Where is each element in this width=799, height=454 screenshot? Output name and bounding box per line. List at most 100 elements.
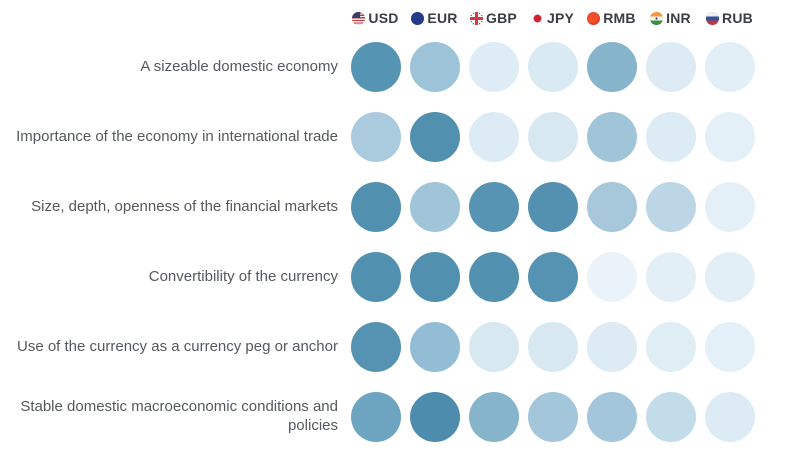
dot-cell <box>405 102 464 172</box>
column-header-rmb: RMB <box>582 4 641 32</box>
uk-flag-icon <box>470 11 484 25</box>
currency-code-label: USD <box>368 10 399 26</box>
score-dot-inr-row6 <box>645 392 696 442</box>
dot-cell <box>464 382 523 452</box>
score-dot-eur-row6 <box>409 392 460 442</box>
dot-cell <box>346 382 405 452</box>
dot-cell <box>641 242 700 312</box>
criterion-label: Use of the currency as a currency peg or… <box>17 337 338 355</box>
score-dot-gbp-row2 <box>468 112 519 162</box>
score-dot-usd-row3 <box>350 182 401 232</box>
score-dot-eur-row5 <box>409 322 460 372</box>
score-dot-usd-row2 <box>350 112 401 162</box>
score-dot-gbp-row4 <box>468 252 519 302</box>
score-dot-usd-row1 <box>350 42 401 92</box>
score-dot-rub-row2 <box>704 112 755 162</box>
column-header-inr: INR <box>641 4 700 32</box>
dot-cell <box>700 172 759 242</box>
dot-cell <box>523 172 582 242</box>
dot-cell <box>700 32 759 102</box>
score-dot-gbp-row3 <box>468 182 519 232</box>
dot-cell <box>346 32 405 102</box>
column-header-jpy: JPY <box>523 4 582 32</box>
dot-cell <box>523 312 582 382</box>
score-dot-inr-row3 <box>645 182 696 232</box>
criterion-label: Stable domestic macroeconomic conditions… <box>20 398 338 434</box>
dot-cell <box>405 312 464 382</box>
criterion-label: Size, depth, openness of the financial m… <box>31 197 338 215</box>
currency-code-label: RMB <box>603 10 636 26</box>
score-dot-eur-row2 <box>409 112 460 162</box>
column-header-rub: RUB <box>700 4 759 32</box>
currency-code-label: RUB <box>722 10 753 26</box>
dot-cell <box>464 172 523 242</box>
column-header-usd: USD <box>346 4 405 32</box>
score-dot-jpy-row3 <box>527 182 578 232</box>
dot-cell <box>346 172 405 242</box>
dot-cell <box>523 382 582 452</box>
dot-cell <box>582 382 641 452</box>
score-dot-jpy-row4 <box>527 252 578 302</box>
score-dot-inr-row4 <box>645 252 696 302</box>
china-flag-icon <box>587 11 601 25</box>
score-dot-usd-row5 <box>350 322 401 372</box>
score-dot-gbp-row5 <box>468 322 519 372</box>
score-dot-eur-row3 <box>409 182 460 232</box>
score-dot-gbp-row6 <box>468 392 519 442</box>
dot-cell <box>346 102 405 172</box>
score-dot-rub-row5 <box>704 322 755 372</box>
score-dot-inr-row1 <box>645 42 696 92</box>
score-dot-eur-row1 <box>409 42 460 92</box>
score-dot-jpy-row6 <box>527 392 578 442</box>
score-dot-rmb-row2 <box>586 112 637 162</box>
score-dot-jpy-row5 <box>527 322 578 372</box>
criterion-label: Importance of the economy in internation… <box>16 127 338 145</box>
score-dot-jpy-row2 <box>527 112 578 162</box>
score-dot-rmb-row1 <box>586 42 637 92</box>
dot-cell <box>700 102 759 172</box>
dot-cell <box>346 242 405 312</box>
score-dot-usd-row6 <box>350 392 401 442</box>
dot-cell <box>582 242 641 312</box>
dot-cell <box>700 382 759 452</box>
criterion-label: Convertibility of the currency <box>148 267 338 285</box>
score-dot-usd-row4 <box>350 252 401 302</box>
score-dot-rmb-row6 <box>586 392 637 442</box>
score-dot-inr-row5 <box>645 322 696 372</box>
dot-cell <box>700 242 759 312</box>
score-dot-eur-row4 <box>409 252 460 302</box>
japan-flag-icon <box>530 11 544 25</box>
russia-flag-icon <box>706 11 720 25</box>
india-flag-icon <box>650 11 664 25</box>
score-dot-gbp-row1 <box>468 42 519 92</box>
dot-cell <box>582 102 641 172</box>
matrix-corner-spacer <box>0 4 346 32</box>
currency-code-label: JPY <box>546 10 575 26</box>
score-dot-rub-row1 <box>704 42 755 92</box>
dot-cell <box>346 312 405 382</box>
currency-code-label: INR <box>666 10 691 26</box>
score-dot-rub-row3 <box>704 182 755 232</box>
score-dot-inr-row2 <box>645 112 696 162</box>
dot-cell <box>641 102 700 172</box>
dot-cell <box>405 242 464 312</box>
currency-code-label: GBP <box>486 10 517 26</box>
criterion-label: A sizeable domestic economy <box>140 57 338 75</box>
dot-cell <box>523 102 582 172</box>
dot-cell <box>641 382 700 452</box>
dot-cell <box>464 102 523 172</box>
dot-cell <box>464 32 523 102</box>
score-dot-rub-row6 <box>704 392 755 442</box>
dot-cell <box>582 312 641 382</box>
dot-cell <box>582 172 641 242</box>
column-header-gbp: GBP <box>464 4 523 32</box>
dot-cell <box>641 172 700 242</box>
dot-cell <box>464 242 523 312</box>
dot-cell <box>405 382 464 452</box>
us-flag-icon <box>352 11 366 25</box>
dot-cell <box>582 32 641 102</box>
dot-cell <box>641 312 700 382</box>
dot-cell <box>405 172 464 242</box>
dot-cell <box>523 242 582 312</box>
